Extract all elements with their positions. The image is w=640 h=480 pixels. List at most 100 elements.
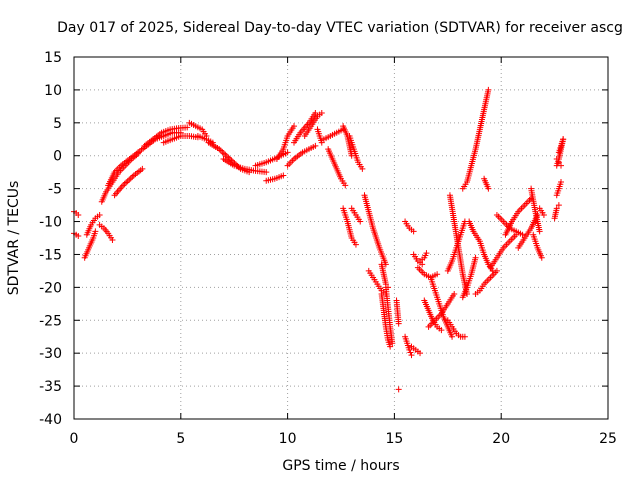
data-point	[485, 86, 492, 93]
data-point	[461, 333, 468, 340]
data-point	[395, 320, 402, 327]
series-arc-17	[263, 172, 287, 184]
y-axis-label: SDTVAR / TECUs	[6, 181, 22, 296]
series-arc-29	[361, 192, 389, 268]
data-point	[263, 169, 270, 176]
series-arc-26	[346, 132, 366, 172]
data-point	[538, 254, 545, 261]
data-point	[493, 267, 500, 274]
data-point	[558, 179, 565, 186]
x-tick-label: 5	[176, 431, 185, 447]
x-tick-label: 10	[279, 431, 297, 447]
data-point	[553, 156, 560, 163]
series-arc-36	[402, 333, 415, 359]
data-point	[124, 178, 131, 185]
axis-ticks	[73, 56, 609, 420]
series-arc-47	[444, 218, 468, 274]
data-point	[387, 343, 394, 350]
data-point	[519, 231, 526, 238]
data-point	[395, 386, 402, 393]
data-point	[434, 271, 441, 278]
y-tick-label: 10	[44, 83, 62, 99]
series-arc-11	[160, 132, 201, 146]
y-tick-label: -5	[48, 182, 62, 198]
data-point	[291, 123, 298, 130]
series-arc-18	[273, 123, 298, 163]
data-point	[555, 159, 562, 166]
series-arc-48	[459, 254, 479, 301]
series-arc-27	[340, 205, 359, 248]
y-tick-label: 5	[53, 116, 62, 132]
data-point	[123, 179, 130, 186]
plot-frame	[73, 56, 609, 420]
x-tick-label: 25	[599, 431, 617, 447]
series-arc-64	[553, 156, 565, 169]
data-points	[71, 86, 567, 393]
data-point	[406, 346, 413, 353]
series-arc-35	[395, 386, 402, 393]
data-point	[312, 109, 319, 116]
series-arc-40	[417, 250, 430, 265]
series-arc-1	[71, 208, 82, 218]
data-point	[284, 149, 291, 156]
series-arc-38	[402, 218, 417, 235]
data-point	[423, 250, 430, 257]
data-point	[121, 180, 128, 187]
data-point	[75, 233, 82, 240]
data-point	[312, 142, 319, 149]
series-arc-4	[83, 211, 103, 238]
data-point	[449, 333, 456, 340]
y-tick-label: -30	[39, 346, 62, 362]
series-arc-58	[530, 231, 545, 261]
series-arc-3	[81, 228, 99, 261]
series-arc-53	[487, 231, 520, 271]
data-point	[472, 254, 479, 261]
data-point	[220, 150, 227, 157]
data-point	[408, 352, 415, 359]
data-point	[127, 175, 134, 182]
data-point	[359, 165, 366, 172]
data-point	[451, 290, 458, 297]
data-point	[342, 182, 349, 189]
series-arc-59	[536, 205, 547, 218]
data-point	[126, 176, 133, 183]
data-point	[92, 228, 99, 235]
x-tick-label: 20	[492, 431, 510, 447]
grid-lines	[74, 57, 608, 419]
data-point	[410, 228, 417, 235]
y-tick-label: -10	[39, 215, 62, 231]
series-arc-57	[528, 185, 543, 235]
series-arc-34	[393, 297, 402, 327]
series-arc-6	[98, 150, 142, 205]
chart-title: Day 017 of 2025, Sidereal Day-to-day VTE…	[57, 20, 623, 36]
series-arc-22	[314, 126, 325, 146]
data-point	[417, 350, 424, 357]
x-axis-label: GPS time / hours	[282, 458, 399, 474]
x-tick-labels: 0 5 10 15 20 25	[70, 431, 617, 447]
series-arc-60	[551, 202, 562, 222]
data-point	[560, 136, 567, 143]
y-tick-label: 0	[53, 149, 62, 165]
series-arc-41	[414, 264, 441, 281]
data-point	[75, 211, 82, 218]
data-point	[280, 172, 287, 179]
data-point	[129, 173, 136, 180]
x-tick-label: 15	[385, 431, 403, 447]
y-tick-labels: -40 -35 -30 -25 -20 -15 -10 -5 0 5 10 15	[39, 50, 62, 428]
data-point	[318, 139, 325, 146]
x-tick-label: 0	[70, 431, 79, 447]
series-arc-51	[472, 267, 500, 297]
y-tick-label: 15	[44, 50, 62, 66]
y-tick-label: -35	[39, 379, 62, 395]
series-arc-28	[348, 205, 364, 225]
series-arc-24	[325, 146, 349, 189]
data-point	[485, 185, 492, 192]
series-arc-30	[365, 267, 389, 297]
series-arc-12	[186, 119, 210, 139]
series-arc-56	[515, 211, 541, 251]
series-arc-10	[141, 124, 191, 149]
series-arc-45	[444, 317, 468, 340]
series-arc-19	[284, 142, 319, 169]
series-arc-2	[71, 230, 82, 240]
